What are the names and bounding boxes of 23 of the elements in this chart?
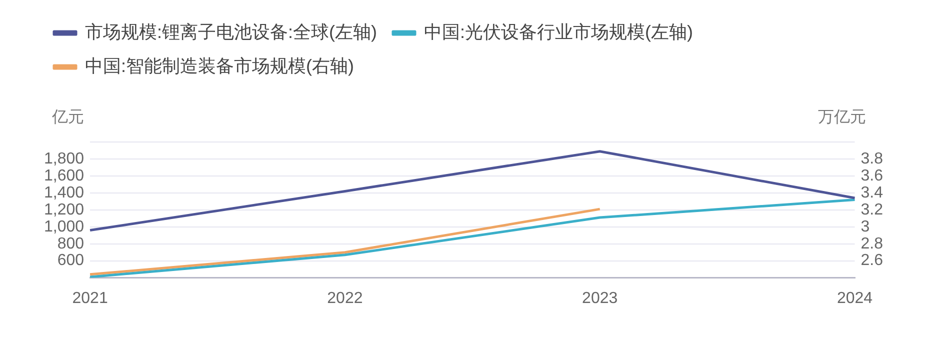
y-tick-label: 1,600 (44, 167, 84, 184)
legend-label: 中国:光伏设备行业市场规模(左轴) (424, 22, 693, 42)
y2-tick-label: 2.8 (860, 235, 884, 252)
y2-tick-label: 2.6 (860, 252, 884, 270)
y-tick-label: 1,800 (44, 150, 84, 168)
y2-tick-label: 3 (860, 218, 870, 236)
legend-label: 市场规模:锂离子电池设备:全球(左轴) (85, 22, 377, 42)
x-tick-label: 2023 (582, 290, 618, 307)
y2-tick-label: 3.2 (860, 201, 884, 218)
x-tick-label: 2022 (327, 290, 363, 307)
y-tick-label: 1,400 (44, 184, 84, 202)
y2-tick-label: 3.4 (860, 184, 884, 202)
y-axis-title: 亿元 (51, 109, 84, 126)
legend-label: 中国:智能制造装备市场规模(右轴) (85, 56, 354, 76)
y-tick-label: 800 (57, 235, 84, 252)
y-tick-label: 1,200 (44, 201, 84, 218)
y-tick-label: 600 (57, 252, 84, 270)
y-tick-label: 1,000 (44, 218, 84, 236)
y2-tick-label: 3.6 (860, 167, 884, 184)
y2-tick-label: 3.8 (860, 150, 884, 168)
x-tick-label: 2021 (72, 290, 108, 307)
y2-axis-title: 万亿元 (818, 109, 866, 126)
x-tick-label: 2024 (836, 290, 873, 307)
